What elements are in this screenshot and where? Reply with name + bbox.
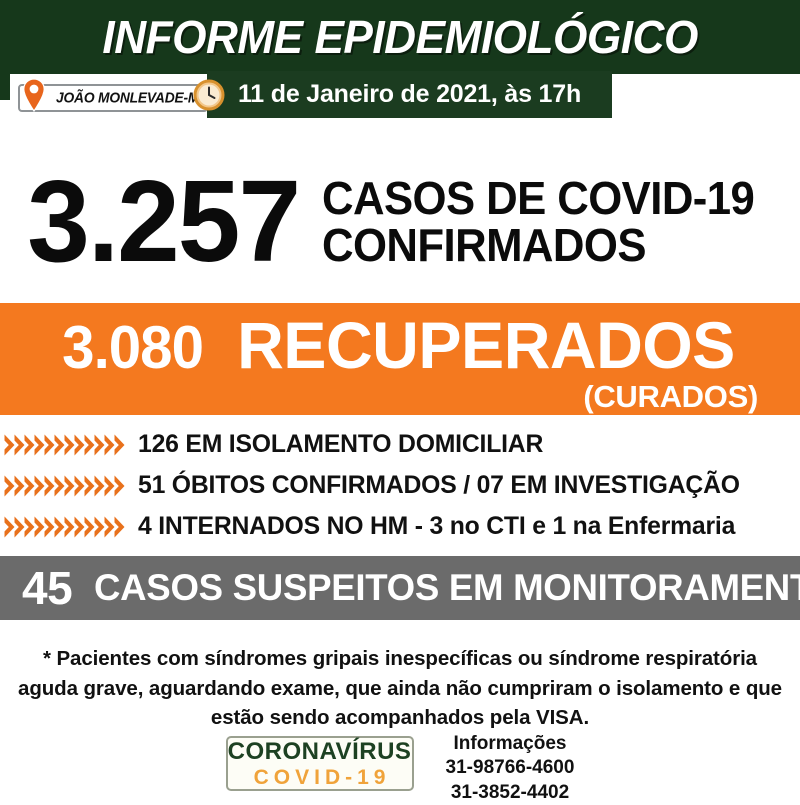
location-badge: JOÃO MONLEVADE-MG [18, 84, 210, 112]
chevron-right-icon [84, 434, 95, 455]
report-date: 11 de Janeiro de 2021, às 17h [237, 80, 582, 108]
chevron-right-icon [54, 434, 65, 455]
chevron-right-icon [94, 434, 105, 455]
location-label: JOÃO MONLEVADE-MG [56, 89, 210, 107]
chevron-right-icon [84, 516, 95, 537]
chevron-right-icon [44, 475, 55, 496]
suspected-cases-number: 45 [22, 562, 73, 614]
contact-phone-1: 31-98766-4600 [445, 757, 575, 779]
chevron-right-icon [104, 516, 115, 537]
confirmed-cases-label: CASOS DE COVID-19 CONFIRMADOS [321, 172, 755, 271]
suspected-cases-label: CASOS SUSPEITOS EM MONITORAMENTO * [94, 567, 800, 608]
chevron-right-icon [44, 434, 55, 455]
chevron-right-icon [4, 516, 15, 537]
chevron-right-icon [54, 475, 65, 496]
chevron-right-icon [14, 475, 25, 496]
contact-info: Informações 31-98766-4600 31-3852-4402 [446, 730, 575, 805]
recovered-sublabel: (CURADOS) [583, 379, 758, 414]
chevron-right-icon [64, 434, 75, 455]
chevron-right-icon [64, 475, 75, 496]
list-item: 126 EM ISOLAMENTO DOMICILIAR [0, 424, 800, 465]
chevron-right-icon [14, 516, 25, 537]
chevron-arrows-icon [4, 516, 125, 538]
chevron-right-icon [4, 434, 15, 455]
recovered-band: 3.080 RECUPERADOS (CURADOS) [0, 303, 800, 415]
recovered-main-row: 3.080 RECUPERADOS [0, 307, 800, 383]
chevron-right-icon [34, 434, 45, 455]
chevron-right-icon [94, 475, 105, 496]
chevron-right-icon [24, 475, 35, 496]
contact-phone-2: 31-3852-4402 [450, 781, 570, 803]
chevron-right-icon [64, 516, 75, 537]
chevron-right-icon [4, 475, 15, 496]
chevron-right-icon [94, 516, 105, 537]
chevron-right-icon [74, 516, 85, 537]
logo-bottom-label: COVID-19 [253, 765, 391, 789]
chevron-right-icon [34, 516, 45, 537]
chevron-right-icon [84, 475, 95, 496]
chevron-right-icon [114, 434, 125, 455]
chevron-right-icon [114, 516, 125, 537]
map-pin-icon [23, 78, 45, 112]
recovered-number: 3.080 [62, 314, 205, 381]
coronavirus-logo: CORONAVÍRUS COVID-19 [225, 736, 414, 791]
date-banner: 11 de Janeiro de 2021, às 17h [207, 71, 612, 118]
chevron-right-icon [44, 516, 55, 537]
chevron-arrows-icon [4, 475, 125, 497]
list-item-label: 51 ÓBITOS CONFIRMADOS / 07 EM INVESTIGAÇ… [138, 471, 740, 499]
chevron-right-icon [14, 434, 25, 455]
chevron-right-icon [114, 475, 125, 496]
list-item: 4 INTERNADOS NO HM - 3 no CTI e 1 na Enf… [0, 506, 800, 547]
confirmed-cases-section: 3.257 CASOS DE COVID-19 CONFIRMADOS [0, 152, 800, 292]
chevron-right-icon [24, 434, 35, 455]
chevron-right-icon [74, 434, 85, 455]
footer: CORONAVÍRUS COVID-19 Informações 31-9876… [0, 730, 800, 803]
contact-title: Informações [453, 733, 567, 754]
header-left-accent [0, 74, 10, 100]
list-item-label: 126 EM ISOLAMENTO DOMICILIAR [138, 430, 544, 458]
chevron-right-icon [104, 434, 115, 455]
chevron-right-icon [74, 475, 85, 496]
logo-top-label: CORONAVÍRUS [227, 737, 412, 765]
list-item-label: 4 INTERNADOS NO HM - 3 no CTI e 1 na Enf… [138, 512, 736, 540]
chevron-right-icon [34, 475, 45, 496]
page-title: INFORME EPIDEMIOLÓGICO [102, 11, 698, 63]
chevron-right-icon [104, 475, 115, 496]
list-item: 51 ÓBITOS CONFIRMADOS / 07 EM INVESTIGAÇ… [0, 465, 800, 506]
chevron-right-icon [54, 516, 65, 537]
confirmed-label-line1: CASOS DE COVID-19 [321, 172, 755, 225]
chevron-arrows-icon [4, 434, 125, 456]
header-band: INFORME EPIDEMIOLÓGICO [0, 0, 800, 74]
recovered-label: RECUPERADOS [236, 308, 735, 382]
confirmed-label-line2: CONFIRMADOS [321, 219, 646, 271]
clock-icon [193, 79, 225, 111]
statistics-list: 126 EM ISOLAMENTO DOMICILIAR 51 ÓBITOS C… [0, 424, 800, 547]
chevron-right-icon [24, 516, 35, 537]
footnote-text: * Pacientes com síndromes gripais inespe… [18, 647, 782, 730]
confirmed-cases-number: 3.257 [27, 156, 302, 287]
suspected-cases-band: 45 CASOS SUSPEITOS EM MONITORAMENTO * [0, 556, 800, 620]
